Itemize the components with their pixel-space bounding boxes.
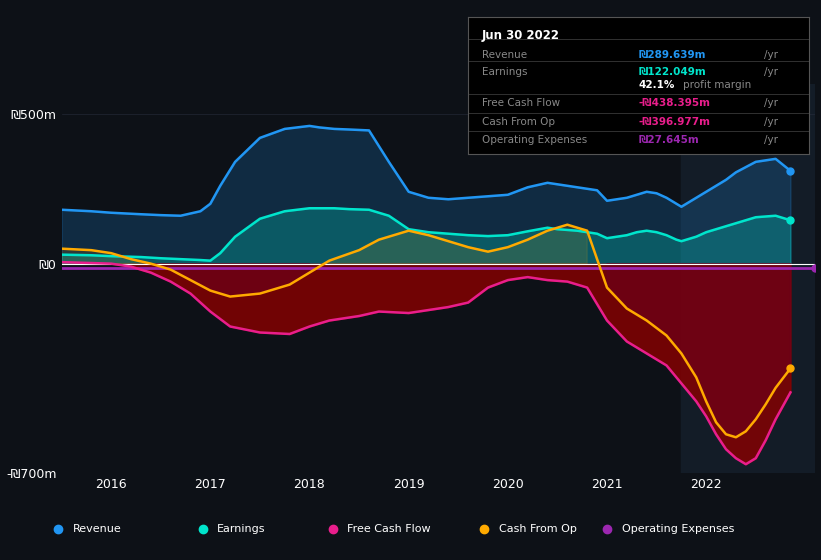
Text: /yr: /yr bbox=[764, 118, 778, 128]
Text: Free Cash Flow: Free Cash Flow bbox=[482, 98, 560, 108]
Text: /yr: /yr bbox=[764, 50, 778, 60]
Text: profit margin: profit margin bbox=[682, 81, 751, 90]
Text: Cash From Op: Cash From Op bbox=[482, 118, 555, 128]
Text: Earnings: Earnings bbox=[482, 67, 527, 77]
Text: 42.1%: 42.1% bbox=[639, 81, 675, 90]
Text: ₪27.645m: ₪27.645m bbox=[639, 136, 699, 145]
Text: Free Cash Flow: Free Cash Flow bbox=[347, 524, 431, 534]
Text: Jun 30 2022: Jun 30 2022 bbox=[482, 29, 560, 42]
Text: -₪396.977m: -₪396.977m bbox=[639, 118, 710, 128]
Text: /yr: /yr bbox=[764, 136, 778, 145]
Text: Revenue: Revenue bbox=[72, 524, 122, 534]
Text: Operating Expenses: Operating Expenses bbox=[621, 524, 734, 534]
Text: Cash From Op: Cash From Op bbox=[499, 524, 576, 534]
Bar bbox=[681, 84, 815, 473]
Text: Earnings: Earnings bbox=[217, 524, 265, 534]
Text: /yr: /yr bbox=[764, 67, 778, 77]
Text: ₪122.049m: ₪122.049m bbox=[639, 67, 706, 77]
Text: Operating Expenses: Operating Expenses bbox=[482, 136, 587, 145]
Text: /yr: /yr bbox=[764, 98, 778, 108]
Text: -₪438.395m: -₪438.395m bbox=[639, 98, 710, 108]
Text: ₪289.639m: ₪289.639m bbox=[639, 50, 706, 60]
Text: Revenue: Revenue bbox=[482, 50, 527, 60]
